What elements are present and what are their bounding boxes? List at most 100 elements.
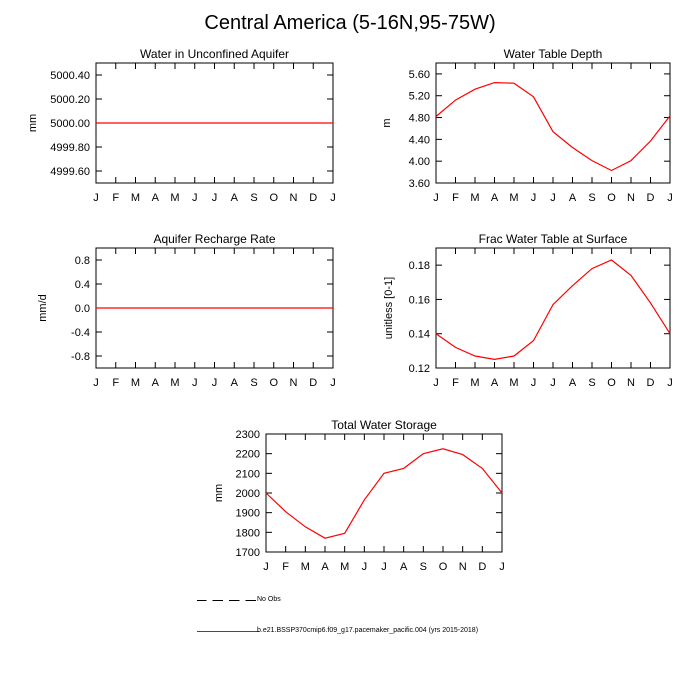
y-tick-label: 0.16	[409, 294, 430, 306]
y-tick-label: 2300	[236, 429, 260, 441]
x-tick-label: J	[550, 377, 556, 389]
x-tick-label: A	[569, 192, 577, 204]
x-tick-label: F	[452, 377, 459, 389]
x-tick-label: J	[362, 561, 368, 573]
x-tick-label: M	[170, 377, 179, 389]
x-tick-label: N	[627, 192, 635, 204]
y-axis-label: mm	[213, 484, 225, 502]
chart-panel-4	[435, 247, 671, 369]
x-tick-label: J	[263, 561, 269, 573]
plot-frame	[265, 433, 503, 553]
plot-frame	[435, 62, 671, 184]
series-line-model	[435, 81, 671, 172]
x-tick-label: D	[478, 561, 486, 573]
x-tick-label: D	[309, 192, 317, 204]
y-tick-label: 0.14	[409, 329, 430, 341]
x-tick-label: J	[212, 192, 218, 204]
y-tick-label: 5.20	[409, 91, 430, 103]
x-tick-label: S	[250, 192, 257, 204]
x-tick-label: J	[330, 377, 336, 389]
y-axis-label: m	[381, 118, 393, 127]
x-tick-label: J	[667, 192, 673, 204]
x-tick-label: J	[381, 561, 387, 573]
x-tick-label: A	[231, 377, 239, 389]
x-tick-label: J	[93, 377, 99, 389]
x-tick-label: N	[627, 377, 635, 389]
y-tick-label: 4.80	[409, 113, 430, 125]
x-tick-label: A	[569, 377, 577, 389]
y-tick-label: 2100	[236, 468, 260, 480]
y-tick-label: 4.40	[409, 134, 430, 146]
y-axis-label: mm/d	[37, 294, 49, 322]
y-tick-label: 0.12	[409, 363, 430, 375]
x-tick-label: A	[400, 561, 408, 573]
x-tick-label: J	[93, 192, 99, 204]
chart-title: Aquifer Recharge Rate	[153, 232, 275, 246]
x-tick-label: J	[330, 192, 336, 204]
x-tick-label: F	[452, 192, 459, 204]
y-axis-label: mm	[27, 114, 39, 132]
y-tick-label: 0.4	[75, 279, 90, 291]
x-tick-label: M	[301, 561, 310, 573]
x-tick-label: A	[152, 192, 160, 204]
x-tick-label: J	[433, 192, 439, 204]
y-tick-label: 0.8	[75, 255, 90, 267]
x-tick-label: S	[250, 377, 257, 389]
y-tick-label: -0.8	[71, 351, 90, 363]
x-tick-label: J	[531, 192, 537, 204]
plot-frame	[435, 247, 671, 369]
series-line-model	[265, 448, 503, 539]
y-tick-label: 0.0	[75, 303, 90, 315]
x-tick-label: M	[509, 192, 518, 204]
chart-panel-5	[265, 433, 503, 553]
x-tick-label: S	[588, 377, 595, 389]
x-tick-label: J	[531, 377, 537, 389]
legend-obs-label: No Obs	[257, 596, 281, 603]
series-line-model	[435, 259, 671, 361]
chart-panel-3	[95, 247, 334, 369]
x-tick-label: A	[152, 377, 160, 389]
main-title: Central America (5-16N,95-75W)	[204, 12, 496, 34]
y-tick-label: 5000.20	[50, 94, 90, 106]
x-tick-label: M	[170, 192, 179, 204]
x-tick-label: O	[269, 377, 278, 389]
x-tick-label: O	[269, 192, 278, 204]
y-tick-label: 1700	[236, 547, 260, 559]
chart-panel-1	[95, 62, 334, 184]
y-tick-label: 4999.80	[50, 142, 90, 154]
x-tick-label: F	[112, 377, 119, 389]
x-tick-label: S	[420, 561, 427, 573]
y-tick-label: 4999.60	[50, 166, 90, 178]
chart-title: Frac Water Table at Surface	[479, 232, 628, 246]
chart-title: Water in Unconfined Aquifer	[140, 47, 289, 61]
x-tick-label: N	[290, 192, 298, 204]
y-tick-label: 1900	[236, 508, 260, 520]
chart-title: Water Table Depth	[504, 47, 603, 61]
y-tick-label: 5000.40	[50, 70, 90, 82]
x-tick-label: M	[340, 561, 349, 573]
x-tick-label: J	[499, 561, 505, 573]
y-tick-label: 0.18	[409, 260, 430, 272]
x-tick-label: A	[491, 377, 499, 389]
y-tick-label: 2200	[236, 449, 260, 461]
x-tick-label: J	[550, 192, 556, 204]
x-tick-label: J	[667, 377, 673, 389]
x-tick-label: A	[231, 192, 239, 204]
x-tick-label: N	[290, 377, 298, 389]
y-tick-label: 2000	[236, 488, 260, 500]
x-tick-label: N	[459, 561, 467, 573]
x-tick-label: D	[647, 377, 655, 389]
x-tick-label: M	[470, 192, 479, 204]
x-tick-label: M	[509, 377, 518, 389]
y-tick-label: -0.4	[71, 327, 90, 339]
legend-obs-line	[197, 600, 259, 601]
x-tick-label: O	[607, 192, 616, 204]
y-tick-label: 5.60	[409, 69, 430, 81]
x-tick-label: F	[282, 561, 289, 573]
y-tick-label: 4.00	[409, 156, 430, 168]
x-tick-label: J	[433, 377, 439, 389]
y-tick-label: 3.60	[409, 178, 430, 190]
x-tick-label: D	[647, 192, 655, 204]
y-tick-label: 1800	[236, 527, 260, 539]
